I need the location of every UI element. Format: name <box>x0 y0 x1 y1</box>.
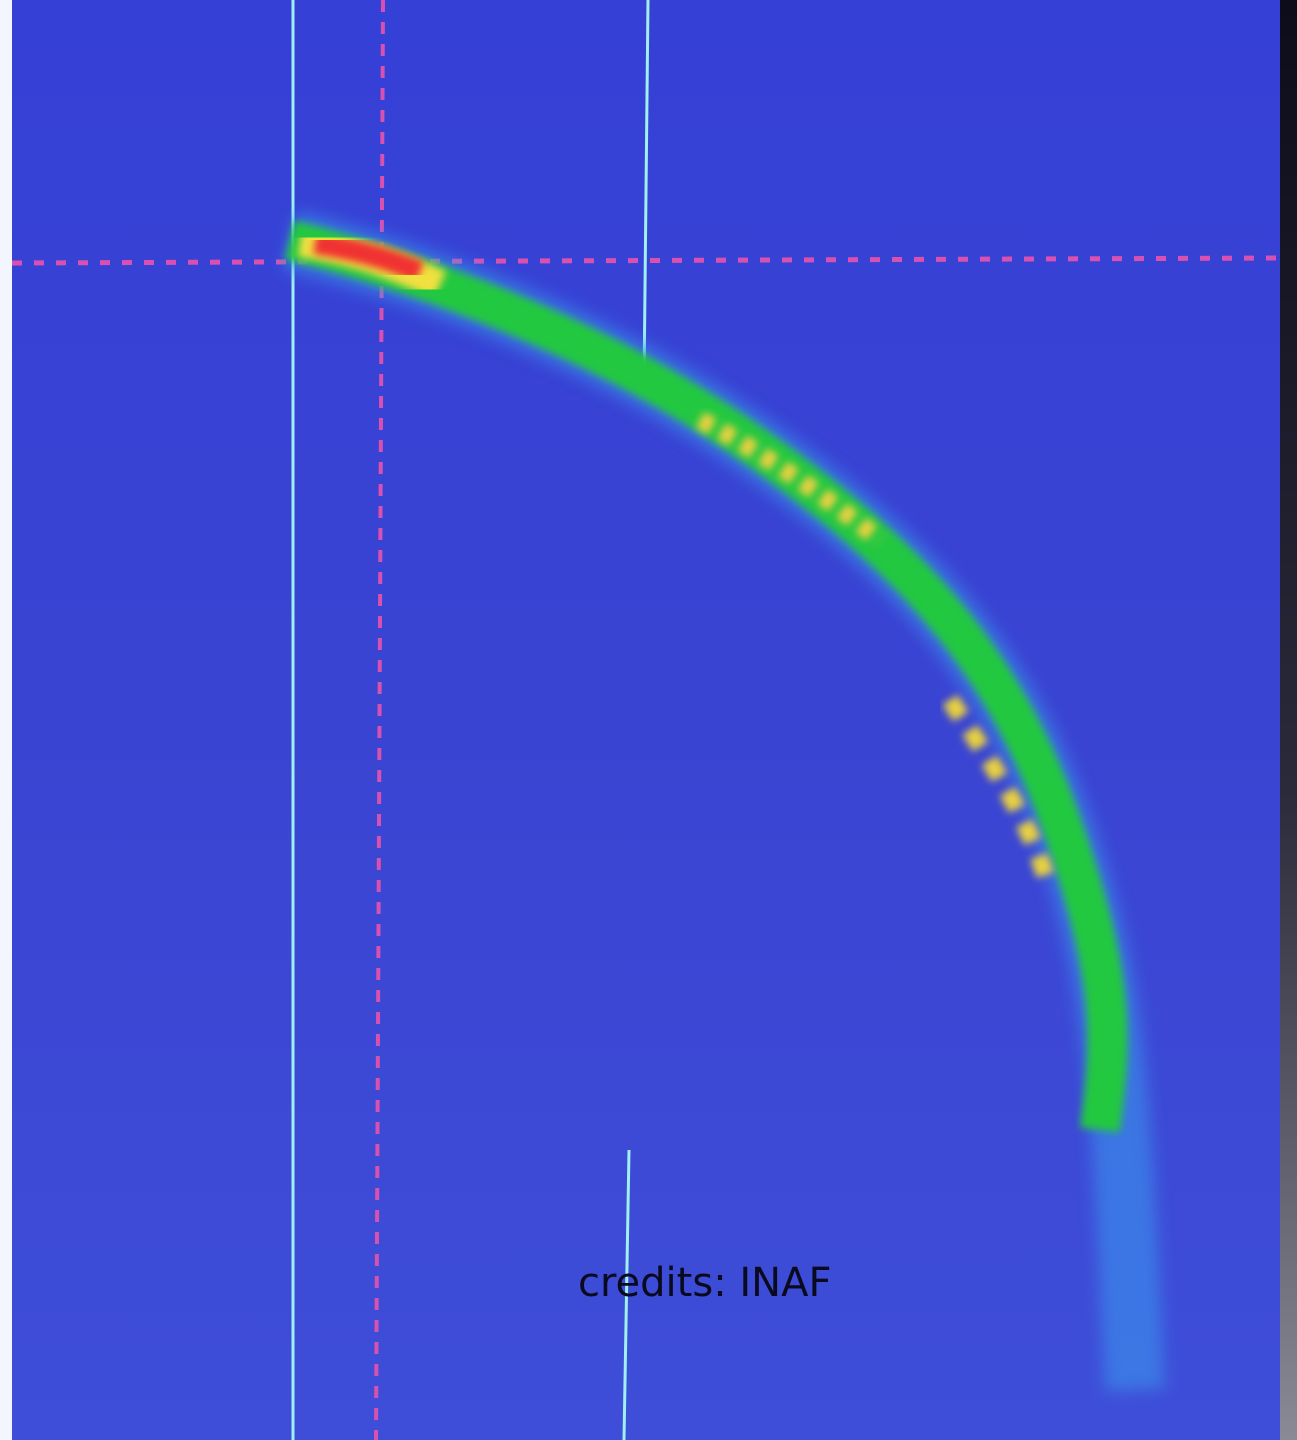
left-margin <box>0 0 12 1440</box>
marker-line <box>622 1149 631 1440</box>
dashed-marker <box>11 255 1281 266</box>
signal-track <box>282 210 1165 1392</box>
marker-line <box>642 0 650 386</box>
right-edge <box>1280 0 1297 1440</box>
track-peak <box>313 232 425 283</box>
track-core <box>285 220 1128 1133</box>
credit: credits: INAF <box>578 1260 831 1306</box>
track-bright <box>942 695 1059 893</box>
track-bright <box>695 411 886 548</box>
